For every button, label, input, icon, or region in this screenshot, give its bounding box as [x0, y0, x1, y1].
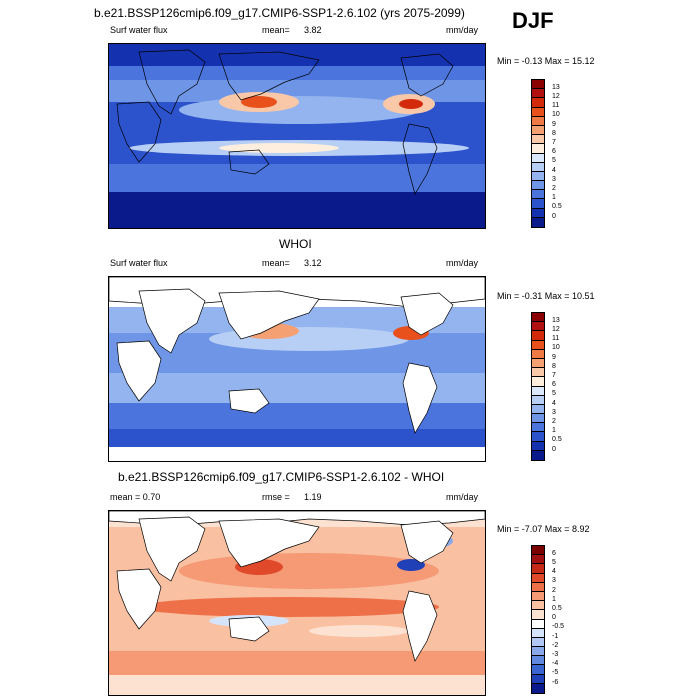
panel-3-map-svg: [109, 511, 485, 695]
colorbar-tick: 0.5: [552, 605, 562, 612]
colorbar-tick: 9: [552, 121, 556, 128]
panel-2-map-svg: [109, 277, 485, 461]
panel-2-units: mm/day: [446, 258, 479, 268]
panel-2-stat-value: 3.12: [304, 258, 322, 268]
panel-1-title: b.e21.BSSP126cmip6.f09_g17.CMIP6-SSP1-2.…: [94, 6, 465, 20]
colorbar-tick: 5: [552, 157, 556, 164]
colorbar-tick: -1: [552, 633, 559, 640]
panel-1-variable-label: Surf water flux: [110, 25, 168, 35]
colorbar-tick: 0: [552, 446, 556, 453]
colorbar-tick: 12: [552, 93, 560, 100]
colorbar-tick: 0: [552, 614, 556, 621]
colorbar-tick: 11: [552, 335, 560, 342]
colorbar-tick: 0: [552, 213, 556, 220]
colorbar-tick: 13: [552, 84, 560, 91]
panel-3-stat-label: rmse =: [262, 492, 290, 502]
colorbar-tick: -3: [552, 651, 559, 658]
panel-1-colorbar-ticks: 13 12 11 10 9 8 7 6 5 4 3 2 1 0.5 0: [552, 79, 582, 226]
colorbar-tick: 5: [552, 390, 556, 397]
colorbar-tick: 0.5: [552, 436, 562, 443]
panel-3-minmax: Min = -7.07 Max = 8.92: [497, 524, 590, 534]
panel-3-title: b.e21.BSSP126cmip6.f09_g17.CMIP6-SSP1-2.…: [118, 470, 445, 484]
panel-2-colorbar-ticks: 13 12 11 10 9 8 7 6 5 4 3 2 1 0.5 0: [552, 312, 582, 459]
panel-1-map-svg: [109, 44, 485, 228]
colorbar-tick: 8: [552, 363, 556, 370]
panel-2-variable-label: Surf water flux: [110, 258, 168, 268]
colorbar-tick: 7: [552, 139, 556, 146]
colorbar-tick: 4: [552, 568, 556, 575]
panel-1-minmax: Min = -0.13 Max = 15.12: [497, 56, 595, 66]
panel-3-units: mm/day: [446, 492, 479, 502]
colorbar-tick: -5: [552, 669, 559, 676]
colorbar-tick: 11: [552, 102, 560, 109]
colorbar-tick: 2: [552, 587, 556, 594]
colorbar-tick: 6: [552, 381, 556, 388]
colorbar-tick: -0.5: [552, 623, 565, 630]
season-label: DJF: [512, 8, 554, 33]
colorbar-tick: 6: [552, 148, 556, 155]
colorbar-tick: 12: [552, 326, 560, 333]
panel-2-stat-label: mean=: [262, 258, 290, 268]
panel-2-colorbar: [531, 312, 545, 461]
panel-3-map: [108, 510, 486, 696]
colorbar-tick: 1: [552, 427, 556, 434]
colorbar-tick: 1: [552, 194, 556, 201]
colorbar-tick: -6: [552, 679, 559, 686]
colorbar-tick: 9: [552, 354, 556, 361]
panel-1-colorbar: [531, 79, 545, 228]
colorbar-tick: 3: [552, 176, 556, 183]
panel-3-colorbar: [531, 545, 545, 694]
colorbar-tick: 6: [552, 550, 556, 557]
panel-3-colorbar-ticks: 6 5 4 3 2 1 0.5 0 -0.5 -1 -2 -3 -4 -5 -6: [552, 545, 582, 692]
panel-3-mean-label: mean = 0.70: [110, 492, 161, 502]
colorbar-tick: 3: [552, 577, 556, 584]
colorbar-tick: 3: [552, 409, 556, 416]
panel-1-stat-value: 3.82: [304, 25, 322, 35]
colorbar-tick: 10: [552, 111, 560, 118]
panel-2-title: WHOI: [279, 237, 312, 251]
colorbar-tick: 7: [552, 372, 556, 379]
colorbar-tick: 13: [552, 317, 560, 324]
colorbar-tick: 4: [552, 167, 556, 174]
colorbar-tick: 2: [552, 185, 556, 192]
colorbar-tick: -2: [552, 642, 559, 649]
colorbar-tick: 0.5: [552, 203, 562, 210]
colorbar-tick: 1: [552, 596, 556, 603]
colorbar-tick: 8: [552, 130, 556, 137]
colorbar-tick: 4: [552, 400, 556, 407]
panel-3-stat-value: 1.19: [304, 492, 322, 502]
panel-2-minmax: Min = -0.31 Max = 10.51: [497, 291, 595, 301]
colorbar-tick: -4: [552, 660, 559, 667]
panel-1-map: [108, 43, 486, 229]
colorbar-tick: 5: [552, 559, 556, 566]
colorbar-tick: 2: [552, 418, 556, 425]
colorbar-tick: 10: [552, 344, 560, 351]
panel-1-stat-label: mean=: [262, 25, 290, 35]
panel-1-units: mm/day: [446, 25, 479, 35]
panel-2-map: [108, 276, 486, 462]
